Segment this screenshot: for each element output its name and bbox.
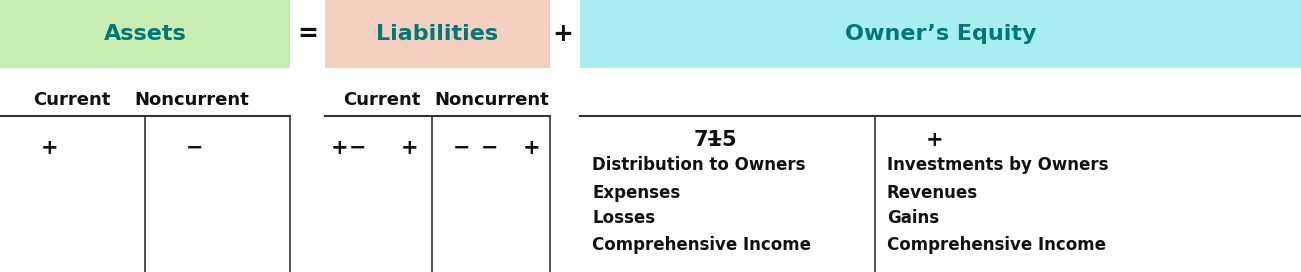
Text: Expenses: Expenses	[592, 184, 680, 202]
Text: −: −	[706, 130, 723, 150]
Text: −: −	[453, 138, 471, 158]
Text: +: +	[401, 138, 419, 158]
Text: Noncurrent: Noncurrent	[435, 91, 549, 109]
Text: Losses: Losses	[592, 209, 656, 227]
Text: +: +	[926, 130, 943, 150]
Text: −: −	[349, 138, 367, 158]
Text: +: +	[553, 22, 574, 46]
Text: Distribution to Owners: Distribution to Owners	[592, 156, 805, 174]
Text: −: −	[481, 138, 498, 158]
Bar	[0, 0, 290, 68]
Text: Investments by Owners: Investments by Owners	[887, 156, 1108, 174]
Text: Comprehensive Income: Comprehensive Income	[592, 236, 811, 254]
Text: Revenues: Revenues	[887, 184, 978, 202]
Text: Gains: Gains	[887, 209, 939, 227]
Bar	[325, 0, 550, 68]
Text: Current: Current	[34, 91, 111, 109]
Text: Comprehensive Income: Comprehensive Income	[887, 236, 1106, 254]
Text: Current: Current	[343, 91, 420, 109]
Text: −: −	[186, 138, 204, 158]
Text: Liabilities: Liabilities	[376, 24, 498, 44]
Text: +: +	[523, 138, 541, 158]
Text: Noncurrent: Noncurrent	[134, 91, 250, 109]
Text: =: =	[298, 22, 319, 46]
Text: Assets: Assets	[104, 24, 186, 44]
Text: Owner’s Equity: Owner’s Equity	[844, 24, 1037, 44]
Text: +: +	[42, 138, 59, 158]
Text: +: +	[332, 138, 349, 158]
Bar	[580, 0, 1301, 68]
Text: 715: 715	[693, 130, 736, 150]
